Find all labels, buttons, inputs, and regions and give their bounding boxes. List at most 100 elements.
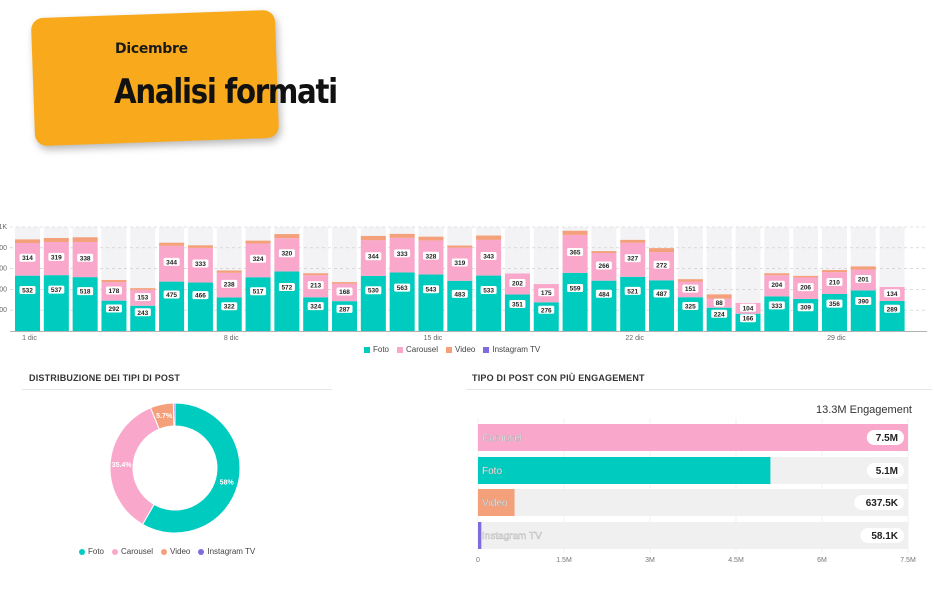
bar-segment-video	[130, 288, 156, 290]
bar-instagram-tv	[478, 522, 482, 549]
daily-chart-legend: Foto Carousel Video Instagram TV	[364, 345, 548, 354]
data-label-carousel: 327	[627, 256, 638, 263]
data-label-box	[336, 304, 353, 313]
data-label-box	[250, 254, 267, 263]
data-label-foto: 543	[426, 287, 437, 294]
bar-segment-video	[389, 233, 415, 238]
data-label-foto: 333	[771, 303, 782, 310]
data-label-box	[134, 292, 151, 301]
data-label-carousel: 365	[570, 249, 581, 256]
y-tick-label: 800	[0, 245, 7, 252]
data-label-box	[538, 288, 555, 297]
bar-segment-foto	[389, 272, 415, 331]
bar-track-video	[478, 489, 908, 516]
legend-swatch-foto	[364, 346, 370, 353]
bar-segment-video	[101, 280, 127, 283]
bar-segment-foto	[591, 280, 617, 331]
bar-label-carousel: Carousel	[482, 433, 522, 444]
data-label-foto: 276	[541, 307, 552, 314]
donut-value-label-foto: 58%	[220, 479, 235, 486]
data-label-box	[480, 251, 497, 260]
post-type-donut-chart: 58% 35.4% 5.7%	[109, 402, 241, 534]
y-tick-label: 1K	[0, 224, 7, 231]
data-label-box	[567, 247, 584, 256]
data-label-foto: 559	[570, 285, 581, 292]
data-label-box	[682, 284, 699, 293]
x-tick-label: 22 dic	[625, 335, 644, 340]
data-label-foto: 487	[656, 291, 667, 298]
bar-label-instagram-tv: Instagram TV	[482, 531, 542, 542]
data-label-carousel: 202	[512, 280, 523, 287]
data-label-box	[365, 252, 382, 261]
data-label-box	[682, 301, 699, 310]
bar-segment-foto	[15, 275, 40, 331]
legend-swatch-video	[446, 346, 453, 353]
data-label-carousel: 178	[109, 288, 120, 295]
data-label-box	[538, 305, 555, 314]
data-label-box	[48, 252, 65, 261]
bar-segment-foto	[159, 281, 185, 331]
data-label-box	[509, 299, 526, 308]
bar-segment-foto	[850, 290, 876, 331]
data-label-carousel: 328	[426, 253, 437, 260]
data-label-foto: 563	[397, 285, 408, 292]
legend-label-carousel: Carousel	[406, 345, 439, 354]
data-label-box	[624, 286, 641, 295]
donut-legend-item-instagram-tv: Instagram TV	[198, 547, 255, 556]
data-label-box	[768, 280, 785, 289]
data-label-box	[480, 285, 497, 294]
data-label-foto: 517	[253, 289, 264, 296]
bar-segment-foto	[187, 282, 213, 331]
data-label-carousel: 319	[454, 260, 465, 267]
data-label-box	[713, 298, 725, 307]
y-tick-label: 600	[0, 266, 7, 273]
donut-value-label-carousel: 35.4%	[112, 462, 133, 469]
bar-segment-video	[562, 230, 588, 235]
bar-carousel	[478, 424, 908, 451]
x-tick-label: 29 dic	[827, 335, 846, 340]
data-label-carousel: 314	[22, 255, 33, 262]
legend-label-foto: Foto	[373, 345, 390, 354]
value-pill	[866, 463, 904, 478]
data-label-box	[77, 287, 94, 296]
value-pill	[854, 495, 904, 510]
data-label-box	[422, 251, 439, 260]
data-label-carousel: 134	[887, 291, 898, 298]
data-label-foto: 243	[137, 310, 148, 317]
bar-track-instagram-tv	[478, 522, 908, 549]
data-label-box	[105, 286, 122, 295]
data-label-box	[307, 281, 324, 290]
data-label-carousel: 320	[281, 251, 292, 258]
bar-segment-foto	[245, 277, 271, 331]
data-label-foto: 356	[829, 301, 840, 308]
donut-legend-dot-foto	[79, 548, 85, 555]
bar-segment-video	[274, 234, 300, 239]
legend-swatch-instagram-tv	[483, 346, 490, 353]
bar-segment-foto	[620, 276, 646, 331]
bar-segment-video	[620, 239, 646, 243]
legend-item-instagram-tv: Instagram TV	[483, 345, 540, 354]
data-label-carousel: 201	[858, 276, 869, 283]
engagement-title-rule	[466, 389, 932, 390]
data-label-box	[336, 287, 353, 296]
data-label-foto: 466	[195, 293, 206, 300]
data-label-foto: 390	[858, 298, 869, 305]
data-label-foto: 537	[51, 287, 62, 294]
donut-legend-dot-instagram-tv	[198, 548, 205, 555]
data-label-box	[394, 283, 411, 292]
donut-legend-label-video: Video	[170, 547, 191, 556]
data-label-box	[624, 254, 641, 263]
bar-segment-video	[764, 273, 790, 276]
bar-segment-video	[447, 245, 473, 248]
donut-legend-item-carousel: Carousel	[112, 547, 153, 556]
bar-label-video: Video	[482, 498, 508, 509]
data-label-carousel: 153	[137, 294, 148, 301]
bar-segment-video	[591, 251, 617, 253]
donut-legend-label-instagram-tv: Instagram TV	[207, 547, 256, 556]
bar-segment-video	[187, 245, 213, 248]
header-month: Dicembre	[115, 41, 188, 57]
bar-segment-foto	[43, 275, 69, 331]
value-label-video: 637.5K	[866, 498, 899, 509]
bar-segment-video	[332, 282, 358, 284]
bar-segment-foto	[562, 272, 588, 331]
